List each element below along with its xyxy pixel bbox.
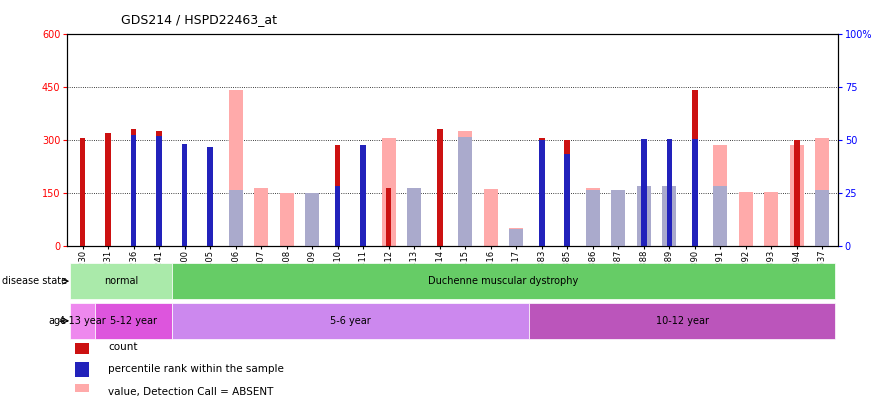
- Bar: [228, 90, 243, 246]
- Bar: [713, 186, 728, 246]
- Bar: [156, 136, 162, 246]
- Bar: [182, 144, 187, 246]
- Text: GDS214 / HSPD22463_at: GDS214 / HSPD22463_at: [121, 13, 277, 26]
- Bar: [386, 188, 392, 246]
- Text: 4-13 year: 4-13 year: [59, 316, 106, 326]
- Bar: [611, 190, 625, 246]
- Bar: [437, 129, 443, 246]
- Bar: [509, 228, 523, 246]
- Bar: [360, 145, 366, 246]
- Bar: [105, 133, 111, 246]
- Bar: [637, 186, 650, 246]
- Bar: [484, 189, 498, 246]
- Bar: [131, 129, 136, 246]
- Bar: [641, 139, 647, 246]
- Text: count: count: [108, 342, 138, 352]
- Text: disease state: disease state: [2, 276, 66, 286]
- Bar: [564, 139, 570, 246]
- Bar: [75, 362, 89, 377]
- Bar: [207, 185, 213, 246]
- Bar: [382, 138, 396, 246]
- Bar: [228, 190, 243, 246]
- Bar: [667, 139, 672, 246]
- Bar: [509, 228, 523, 246]
- Bar: [794, 139, 800, 246]
- Bar: [156, 131, 162, 246]
- Bar: [95, 303, 172, 339]
- Bar: [539, 139, 545, 246]
- Bar: [641, 139, 647, 246]
- Bar: [667, 139, 672, 246]
- Bar: [564, 154, 570, 246]
- Bar: [80, 138, 85, 246]
- Bar: [407, 188, 421, 246]
- Text: value, Detection Call = ABSENT: value, Detection Call = ABSENT: [108, 386, 273, 396]
- Bar: [75, 339, 89, 354]
- Bar: [586, 190, 599, 246]
- Text: 5-12 year: 5-12 year: [110, 316, 157, 326]
- Bar: [172, 303, 529, 339]
- Bar: [306, 192, 319, 246]
- Bar: [739, 192, 753, 246]
- Bar: [407, 193, 421, 246]
- Text: 5-6 year: 5-6 year: [330, 316, 371, 326]
- Bar: [458, 131, 472, 246]
- Bar: [529, 303, 835, 339]
- Text: percentile rank within the sample: percentile rank within the sample: [108, 364, 284, 374]
- Bar: [172, 263, 835, 299]
- Bar: [335, 145, 340, 246]
- Bar: [306, 197, 319, 246]
- Bar: [713, 145, 728, 246]
- Bar: [70, 263, 172, 299]
- Bar: [280, 193, 294, 246]
- Bar: [335, 186, 340, 246]
- Bar: [790, 145, 804, 246]
- Bar: [692, 139, 698, 246]
- Bar: [254, 188, 268, 246]
- Bar: [207, 147, 213, 246]
- Bar: [131, 135, 136, 246]
- Bar: [815, 138, 830, 246]
- Bar: [815, 190, 830, 246]
- Bar: [70, 303, 95, 339]
- Bar: [662, 186, 676, 246]
- Text: age: age: [48, 316, 66, 326]
- Bar: [458, 137, 472, 246]
- Bar: [360, 186, 366, 246]
- Bar: [586, 188, 599, 246]
- Bar: [611, 191, 625, 246]
- Text: 10-12 year: 10-12 year: [656, 316, 709, 326]
- Bar: [539, 138, 545, 246]
- Bar: [764, 192, 779, 246]
- Text: normal: normal: [104, 276, 138, 286]
- Bar: [182, 144, 187, 246]
- Bar: [692, 90, 698, 246]
- Text: Duchenne muscular dystrophy: Duchenne muscular dystrophy: [428, 276, 579, 286]
- Bar: [75, 384, 89, 396]
